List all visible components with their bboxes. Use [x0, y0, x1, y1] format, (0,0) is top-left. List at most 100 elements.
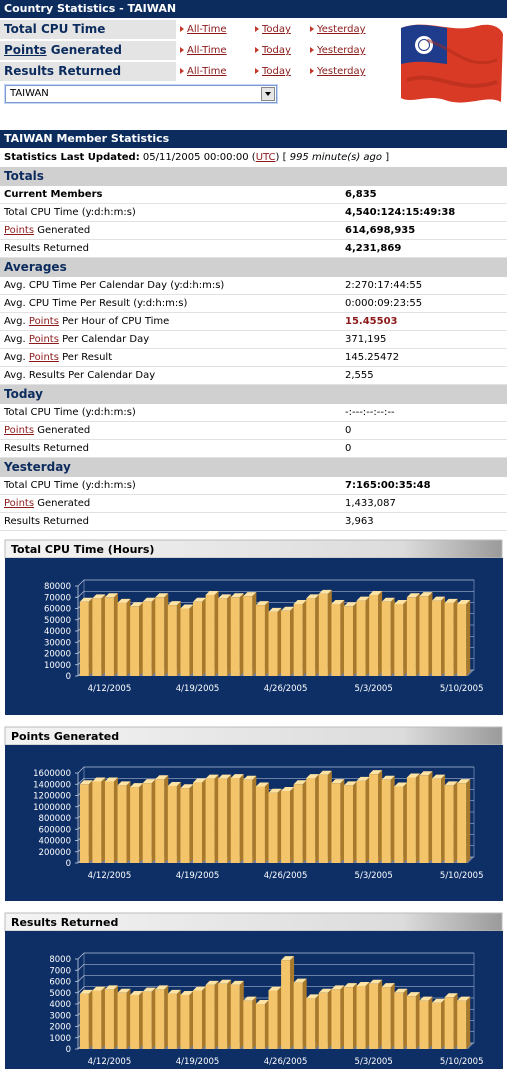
- utc-link[interactable]: UTC: [255, 152, 276, 163]
- bar-front: [155, 597, 165, 676]
- period-link[interactable]: All-Time: [180, 41, 227, 60]
- bar-top: [243, 996, 257, 1001]
- bar-top: [130, 602, 144, 607]
- points-link[interactable]: Points: [28, 352, 59, 363]
- country-select[interactable]: TAIWAN: [5, 85, 277, 103]
- bar-front: [243, 779, 253, 863]
- period-link[interactable]: Today: [255, 20, 291, 39]
- bar-side: [202, 986, 207, 1049]
- bar-front: [406, 996, 416, 1049]
- y-tick-label: 50000: [44, 616, 71, 626]
- bar-top: [130, 783, 144, 788]
- bar-front: [243, 596, 253, 676]
- bar: [268, 788, 282, 863]
- bar-top: [117, 988, 131, 993]
- y-tick-label: 0: [66, 859, 71, 869]
- period-link[interactable]: Today: [255, 62, 291, 81]
- bar-front: [394, 604, 404, 676]
- bar-side: [352, 983, 357, 1049]
- bar-side: [227, 774, 232, 863]
- bar-front: [381, 779, 391, 863]
- bar-side: [428, 996, 433, 1049]
- bar-top: [92, 594, 106, 599]
- period-link[interactable]: Today: [255, 41, 291, 60]
- bar-side: [139, 991, 144, 1049]
- bar-side: [88, 597, 93, 676]
- y-tick-label: 5000: [49, 989, 71, 999]
- stat-row-label: Points Generated: [0, 41, 176, 60]
- bar-side: [151, 597, 156, 676]
- bar: [356, 596, 370, 676]
- select-button[interactable]: [261, 87, 275, 101]
- bar-top: [92, 777, 106, 782]
- row-label: Avg. Points Per Hour of CPU Time: [4, 313, 169, 330]
- bar: [432, 998, 446, 1049]
- section-title: Today: [0, 385, 507, 404]
- bar: [444, 993, 458, 1049]
- bar-front: [92, 598, 102, 676]
- bar-top: [343, 781, 357, 786]
- bar: [419, 592, 433, 676]
- updated-end: ]: [382, 152, 390, 163]
- points-link[interactable]: Points: [4, 43, 47, 57]
- x-tick-label: 4/12/2005: [88, 871, 132, 881]
- grid-line: [77, 579, 85, 587]
- x-tick-label: 4/12/2005: [88, 684, 132, 694]
- row-label: Results Returned: [4, 513, 89, 530]
- stat-row: Total CPU Time (y:d:h:m:s) 4,540:124:15:4…: [0, 204, 507, 222]
- row-value: 0: [345, 443, 352, 454]
- bar: [130, 783, 144, 863]
- bar-front: [406, 777, 416, 863]
- bar: [167, 781, 181, 863]
- bar-top: [230, 593, 244, 598]
- y-tick-label: 7000: [49, 966, 71, 976]
- bar: [343, 602, 357, 676]
- bar-front: [444, 785, 454, 863]
- bar-front: [104, 597, 114, 676]
- section-title: Totals: [0, 167, 507, 186]
- period-link[interactable]: Yesterday: [310, 41, 366, 60]
- y-tick-label: 200000: [39, 848, 71, 858]
- bar-top: [167, 781, 181, 786]
- points-link[interactable]: Points: [28, 316, 59, 327]
- bar: [318, 770, 332, 863]
- bar-side: [227, 979, 232, 1049]
- bar-side: [101, 777, 106, 863]
- x-tick-label: 4/26/2005: [264, 684, 308, 694]
- period-link[interactable]: Yesterday: [310, 62, 366, 81]
- bar-side: [239, 593, 244, 676]
- bar: [79, 989, 93, 1049]
- bar-side: [139, 783, 144, 863]
- points-link[interactable]: Points: [4, 425, 35, 436]
- y-tick-label: 70000: [44, 593, 71, 603]
- points-link[interactable]: Points: [28, 334, 59, 345]
- bar-top: [356, 982, 370, 986]
- label-text: Avg.: [4, 316, 29, 327]
- bar: [130, 602, 144, 676]
- bar-front: [218, 778, 228, 863]
- bar-front: [293, 604, 303, 676]
- bar-front: [155, 989, 165, 1049]
- x-tick-label: 5/10/2005: [440, 1057, 484, 1067]
- bar-side: [378, 591, 383, 676]
- row-value: 7:165:00:35:48: [345, 480, 431, 491]
- bar-front: [268, 611, 278, 676]
- bar-top: [369, 770, 383, 775]
- x-tick-label: 4/19/2005: [176, 684, 220, 694]
- bar: [331, 600, 345, 676]
- period-link[interactable]: All-Time: [180, 62, 227, 81]
- bar-front: [343, 987, 353, 1049]
- bar-side: [164, 593, 169, 676]
- period-link[interactable]: All-Time: [180, 20, 227, 39]
- bar-side: [415, 593, 420, 676]
- bar-top: [155, 985, 169, 990]
- bar: [406, 773, 420, 863]
- points-link[interactable]: Points: [4, 498, 35, 509]
- bar-side: [227, 594, 232, 676]
- period-link[interactable]: Yesterday: [310, 20, 366, 39]
- stat-row: Points Generated 614,698,935: [0, 222, 507, 240]
- bar-side: [151, 987, 156, 1049]
- bar: [432, 774, 446, 863]
- points-link[interactable]: Points: [4, 225, 35, 236]
